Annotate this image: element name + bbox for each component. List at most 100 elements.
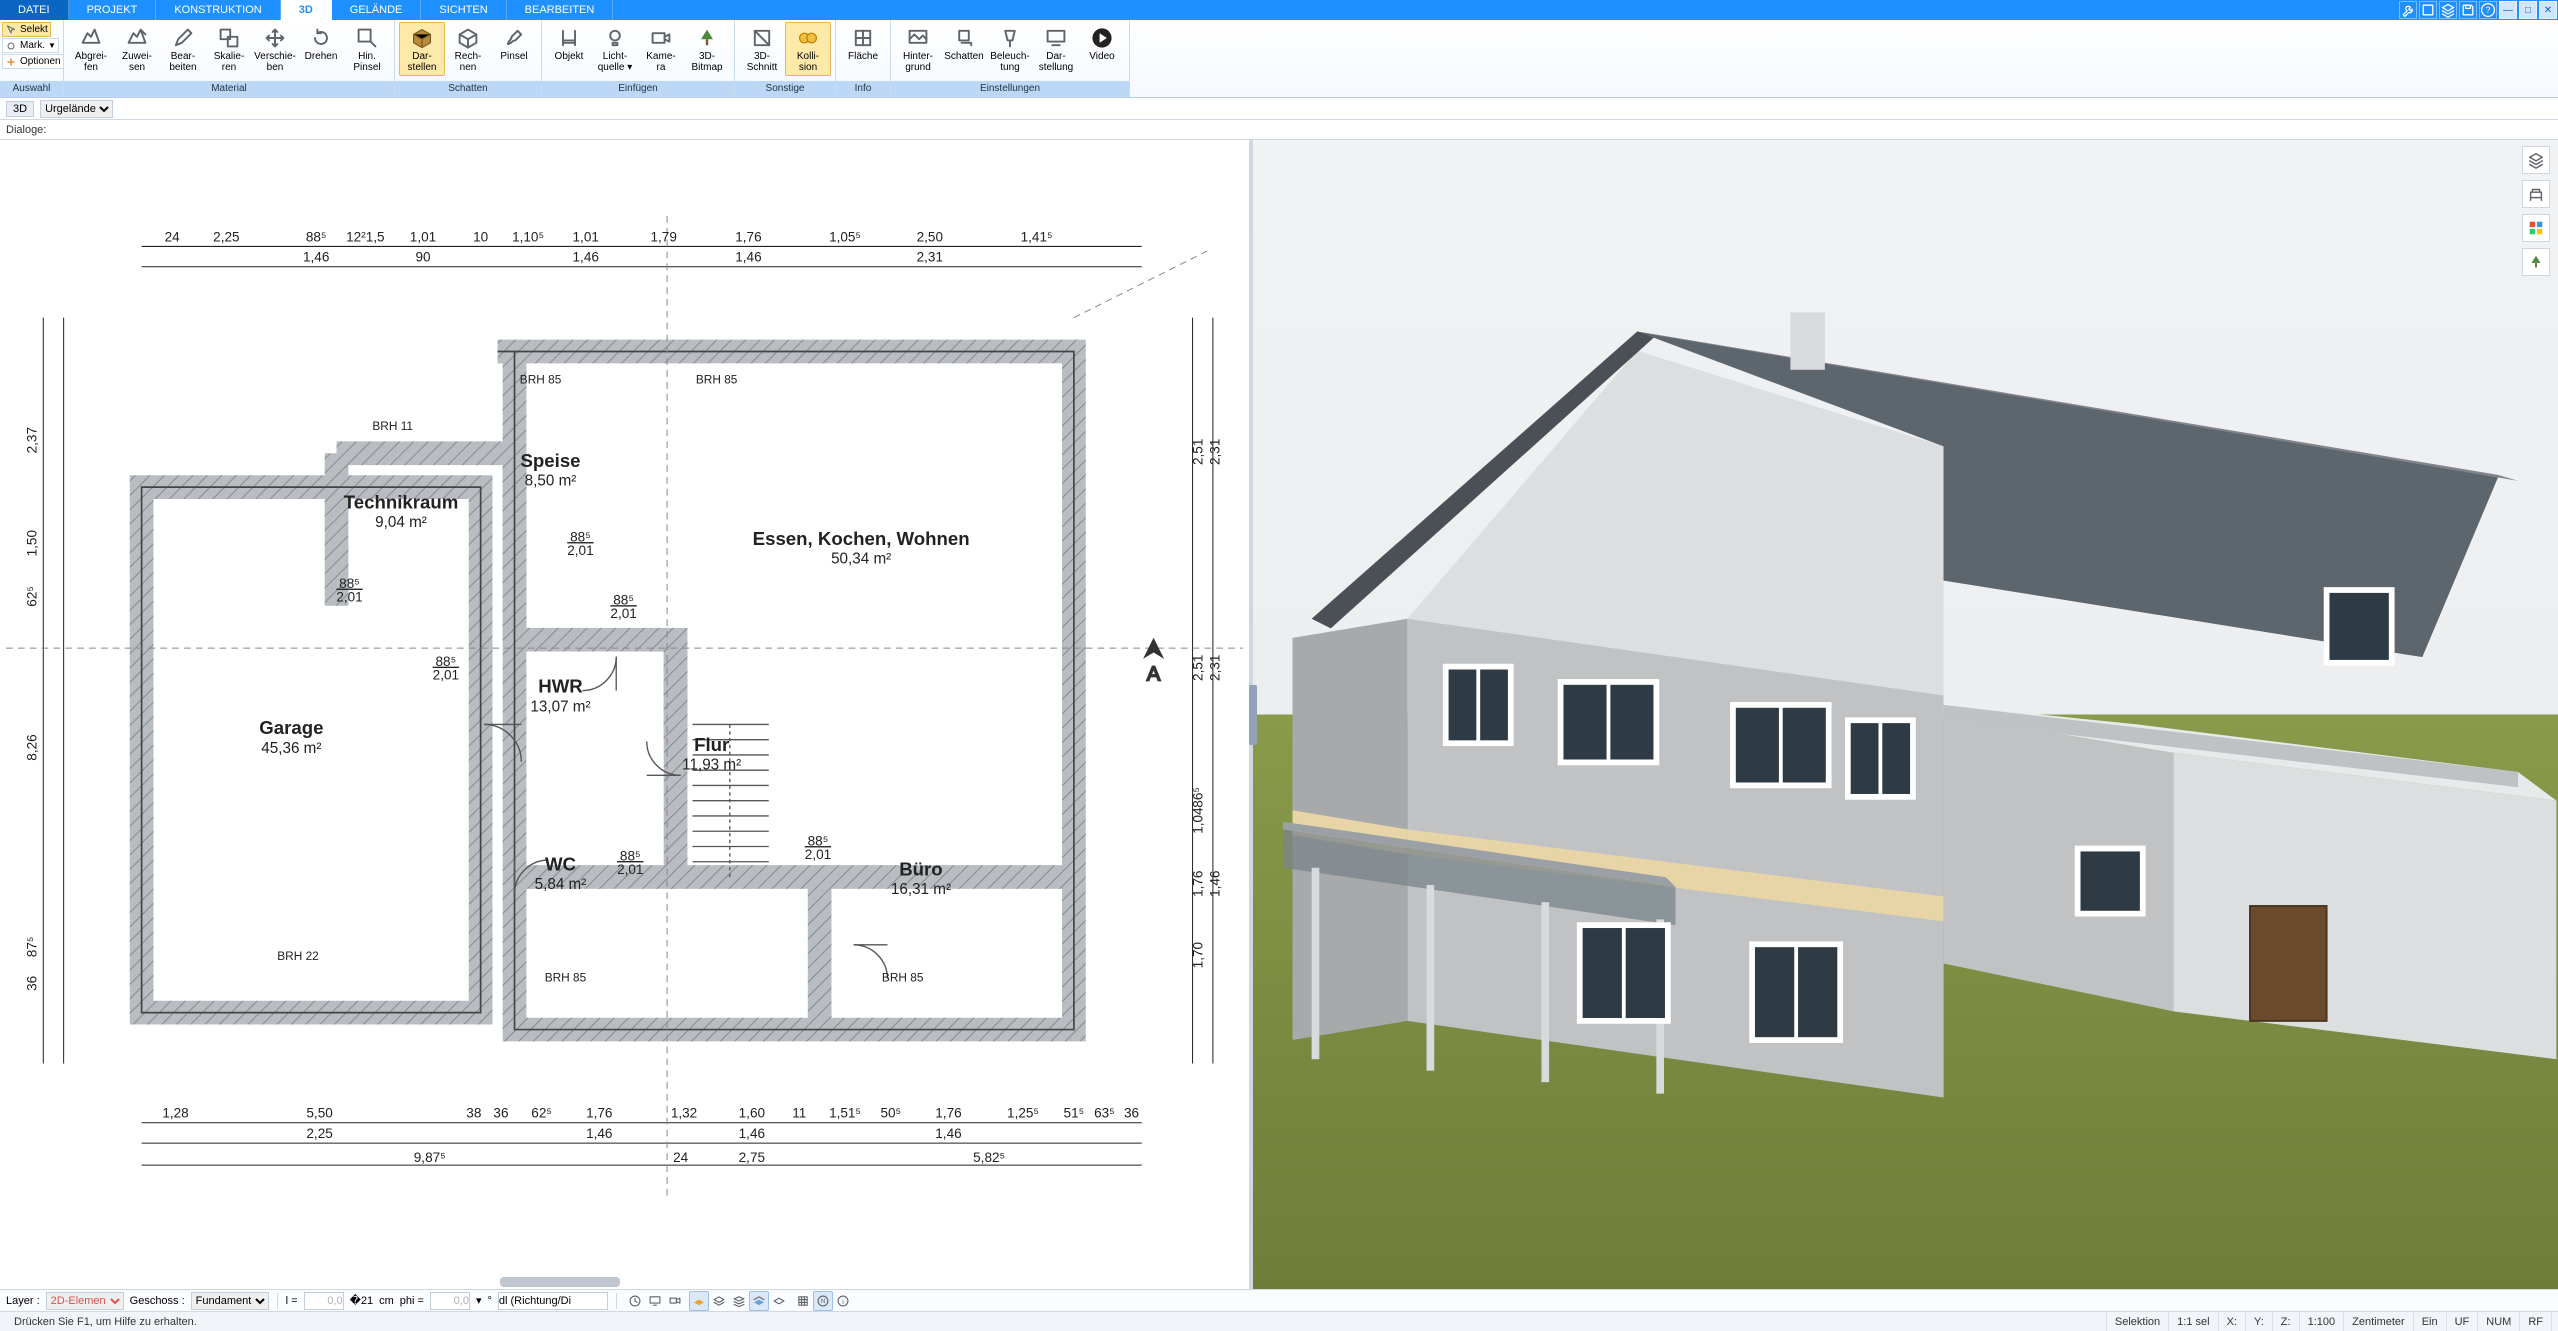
ribbon-background-icon[interactable]: Hinter-grund [895, 22, 941, 76]
layer-select[interactable]: 2D-Elemen [46, 1292, 124, 1310]
layers-icon[interactable] [2439, 1, 2457, 19]
ribbon-cube-icon[interactable]: Dar-stellen [399, 22, 445, 76]
phi-input[interactable] [430, 1292, 470, 1310]
svg-text:i: i [842, 1298, 844, 1305]
save-icon[interactable] [2459, 1, 2477, 19]
info-icon[interactable]: i [833, 1291, 853, 1311]
status-flag-NUM: NUM [2478, 1312, 2520, 1331]
help-icon[interactable]: ? [2479, 1, 2497, 19]
close-button[interactable]: ✕ [2539, 1, 2557, 19]
svg-text:62⁵: 62⁵ [531, 1106, 552, 1121]
ribbon-section-icon[interactable]: 3D-Schnitt [739, 22, 785, 76]
svg-text:1,01: 1,01 [410, 229, 436, 244]
ribbon-display-icon[interactable]: Dar-stellung [1033, 22, 1079, 76]
svg-text:1,79: 1,79 [651, 229, 677, 244]
svg-text:9,87⁵: 9,87⁵ [414, 1150, 446, 1165]
menu-tab-bearbeiten[interactable]: BEARBEITEN [507, 0, 614, 20]
stack4-icon[interactable] [749, 1291, 769, 1311]
stack2-icon[interactable] [709, 1291, 729, 1311]
svg-text:1,32: 1,32 [671, 1106, 697, 1121]
svg-text:1,60: 1,60 [739, 1106, 765, 1121]
svg-text:2,01: 2,01 [617, 862, 643, 877]
status-x: X: [2219, 1312, 2246, 1331]
workspace: ASpeise8,50 m²Technikraum9,04 m²Essen, K… [0, 140, 2558, 1289]
grid-icon[interactable] [793, 1291, 813, 1311]
3d-render-canvas[interactable] [1253, 140, 2558, 1289]
menu-tab-datei[interactable]: DATEI [0, 0, 69, 20]
stack1-icon[interactable] [689, 1291, 709, 1311]
ribbon-bg-brush-icon[interactable]: Hin.Pinsel [344, 22, 390, 76]
ribbon-shadow-icon[interactable]: Schatten [941, 22, 987, 65]
ribbon-chair-icon[interactable]: Objekt [546, 22, 592, 65]
stack3-icon[interactable] [729, 1291, 749, 1311]
status-help: Drücken Sie F1, um Hilfe zu erhalten. [6, 1312, 2107, 1331]
context-bar: 3D Urgelände [0, 98, 2558, 120]
ribbon-move-icon[interactable]: Verschie-ben [252, 22, 298, 76]
ribbon-edit-icon[interactable]: Bear-beiten [160, 22, 206, 76]
ribbon-group-info: FlächeInfo [836, 20, 891, 97]
ribbon-group-label: Einstellungen [891, 81, 1129, 97]
background-icon [904, 25, 932, 51]
pane-splitter[interactable] [1249, 685, 1257, 745]
floorplan-canvas[interactable]: ASpeise8,50 m²Technikraum9,04 m²Essen, K… [6, 146, 1243, 1269]
ribbon-brush-icon[interactable]: Pinsel [491, 22, 537, 65]
ribbon-rotate-icon[interactable]: Drehen [298, 22, 344, 65]
ribbon-camera-icon[interactable]: Kame-ra [638, 22, 684, 76]
3d-render-pane[interactable] [1253, 140, 2558, 1289]
palette-icon[interactable] [2522, 214, 2550, 242]
menu-tab-3d[interactable]: 3D [281, 0, 332, 20]
tree-icon[interactable] [2522, 248, 2550, 276]
cursor-icon[interactable]: Selekt [2, 22, 51, 37]
svg-text:9,04 m²: 9,04 m² [375, 514, 427, 531]
north-icon[interactable]: N [813, 1291, 833, 1311]
monitor-icon[interactable] [645, 1291, 665, 1311]
floorplan-pane[interactable]: ASpeise8,50 m²Technikraum9,04 m²Essen, K… [0, 140, 1253, 1289]
menu-tab-konstruktion[interactable]: KONSTRUKTION [156, 0, 280, 20]
l-unit: cm [379, 1295, 394, 1307]
window-icon[interactable] [2419, 1, 2437, 19]
ribbon-cube-outline-icon[interactable]: Rech-nen [445, 22, 491, 76]
l-input[interactable] [304, 1292, 344, 1310]
phi-label: phi = [400, 1295, 424, 1307]
layers-icon[interactable] [2522, 146, 2550, 174]
bottom-controls: Layer : 2D-Elemen Geschoss : Fundament l… [0, 1289, 2558, 1311]
ribbon-assign-icon[interactable]: Zuwei-sen [114, 22, 160, 76]
dl-input[interactable] [498, 1292, 608, 1310]
svg-text:BRH 85: BRH 85 [882, 971, 924, 985]
furniture-icon[interactable] [2522, 180, 2550, 208]
ribbon-bulb-icon[interactable]: Licht-quelle ▾ [592, 22, 638, 76]
svg-text:5,50: 5,50 [306, 1106, 332, 1121]
camera-icon [647, 25, 675, 51]
ribbon-lighting-icon[interactable]: Beleuch-tung [987, 22, 1033, 76]
ribbon-video-icon[interactable]: Video [1079, 22, 1125, 65]
svg-text:1,25⁵: 1,25⁵ [1007, 1106, 1039, 1121]
wrench-icon[interactable] [2399, 1, 2417, 19]
menu-tab-sichten[interactable]: SICHTEN [421, 0, 506, 20]
menu-tab-projekt[interactable]: PROJEKT [69, 0, 157, 20]
menu-tab-gelände[interactable]: GELÄNDE [332, 0, 422, 20]
status-y: Y: [2246, 1312, 2273, 1331]
svg-text:5,82⁵: 5,82⁵ [973, 1150, 1005, 1165]
stack5-icon[interactable] [769, 1291, 789, 1311]
horizontal-scrollbar[interactable] [500, 1277, 620, 1287]
ribbon-tree-icon[interactable]: 3D-Bitmap [684, 22, 730, 76]
ribbon-area-icon[interactable]: Fläche [840, 22, 886, 65]
shadow-icon [950, 25, 978, 51]
cameras-icon[interactable] [665, 1291, 685, 1311]
svg-text:1,76: 1,76 [586, 1106, 612, 1121]
ribbon-grab-icon[interactable]: Abgrei-fen [68, 22, 114, 76]
svg-text:1,05⁵: 1,05⁵ [829, 229, 861, 244]
clock-icon[interactable] [625, 1291, 645, 1311]
ribbon-collision-icon[interactable]: Kolli-sion [785, 22, 831, 76]
svg-text:11,93 m²: 11,93 m² [682, 756, 741, 773]
minimize-button[interactable]: — [2499, 1, 2517, 19]
svg-text:87⁵: 87⁵ [25, 937, 40, 958]
geschoss-select[interactable]: Fundament [191, 1292, 269, 1310]
svg-text:45,36 m²: 45,36 m² [261, 740, 321, 757]
plus-icon[interactable]: Optionen [2, 54, 64, 69]
terrain-select[interactable]: Urgelände [40, 100, 113, 118]
marker-icon[interactable]: Mark.▼ [2, 38, 59, 53]
maximize-button[interactable]: □ [2519, 1, 2537, 19]
ribbon-scale-icon[interactable]: Skalie-ren [206, 22, 252, 76]
svg-text:2,25: 2,25 [306, 1126, 332, 1141]
